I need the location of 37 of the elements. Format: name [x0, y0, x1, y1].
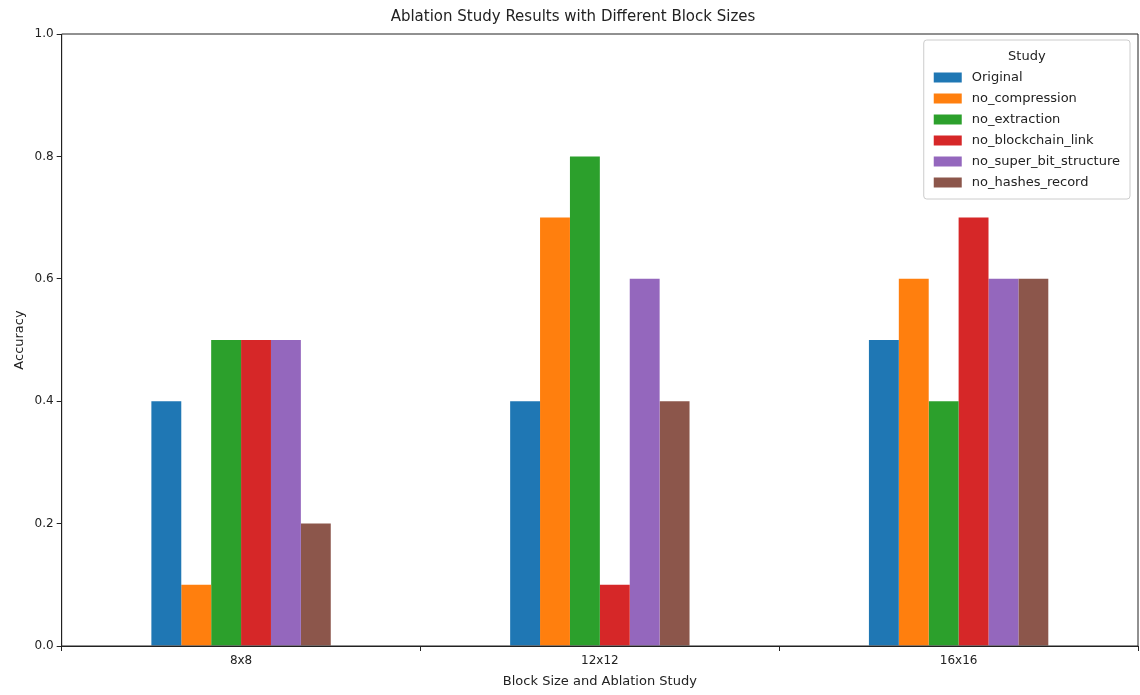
chart-title: Ablation Study Results with Different Block Sizes [390, 6, 756, 25]
bar [1018, 278, 1049, 646]
bar [181, 584, 212, 646]
legend-label: no_extraction [971, 110, 1061, 126]
legend-label: Original [971, 68, 1023, 84]
bar [898, 278, 929, 646]
bar [211, 340, 242, 646]
y-tick-label: 0.6 [34, 270, 54, 285]
legend-label: no_compression [971, 89, 1077, 105]
bar [958, 217, 989, 646]
bar [300, 523, 331, 646]
x-tick-label: 8x8 [229, 653, 253, 668]
y-tick-label: 0.4 [34, 393, 54, 408]
bar [241, 340, 271, 646]
y-axis-title: Accuracy [11, 310, 27, 370]
x-tick-label: 12x12 [581, 653, 619, 668]
bar [270, 340, 301, 646]
bar [569, 156, 600, 646]
bar [928, 401, 959, 646]
legend-label: no_hashes_record [971, 173, 1089, 189]
x-axis-title: Block Size and Ablation Study [502, 672, 698, 688]
x-tick-label: 16x16 [939, 653, 978, 668]
bar [868, 340, 899, 646]
bar [151, 401, 182, 646]
y-tick-label: 0.2 [34, 515, 54, 530]
bar [988, 278, 1019, 646]
bar [599, 584, 630, 646]
bar [540, 217, 570, 646]
bar [629, 278, 660, 646]
bar [510, 401, 541, 646]
y-tick-label: 0.8 [34, 148, 54, 163]
y-tick-label: 1.0 [34, 26, 54, 41]
legend-label: no_super_bit_structure [971, 152, 1121, 168]
y-tick-label: 0.0 [34, 638, 54, 653]
legend-title: Study [1008, 47, 1046, 63]
legend-label: no_blockchain_link [971, 131, 1095, 147]
bar [659, 401, 690, 646]
